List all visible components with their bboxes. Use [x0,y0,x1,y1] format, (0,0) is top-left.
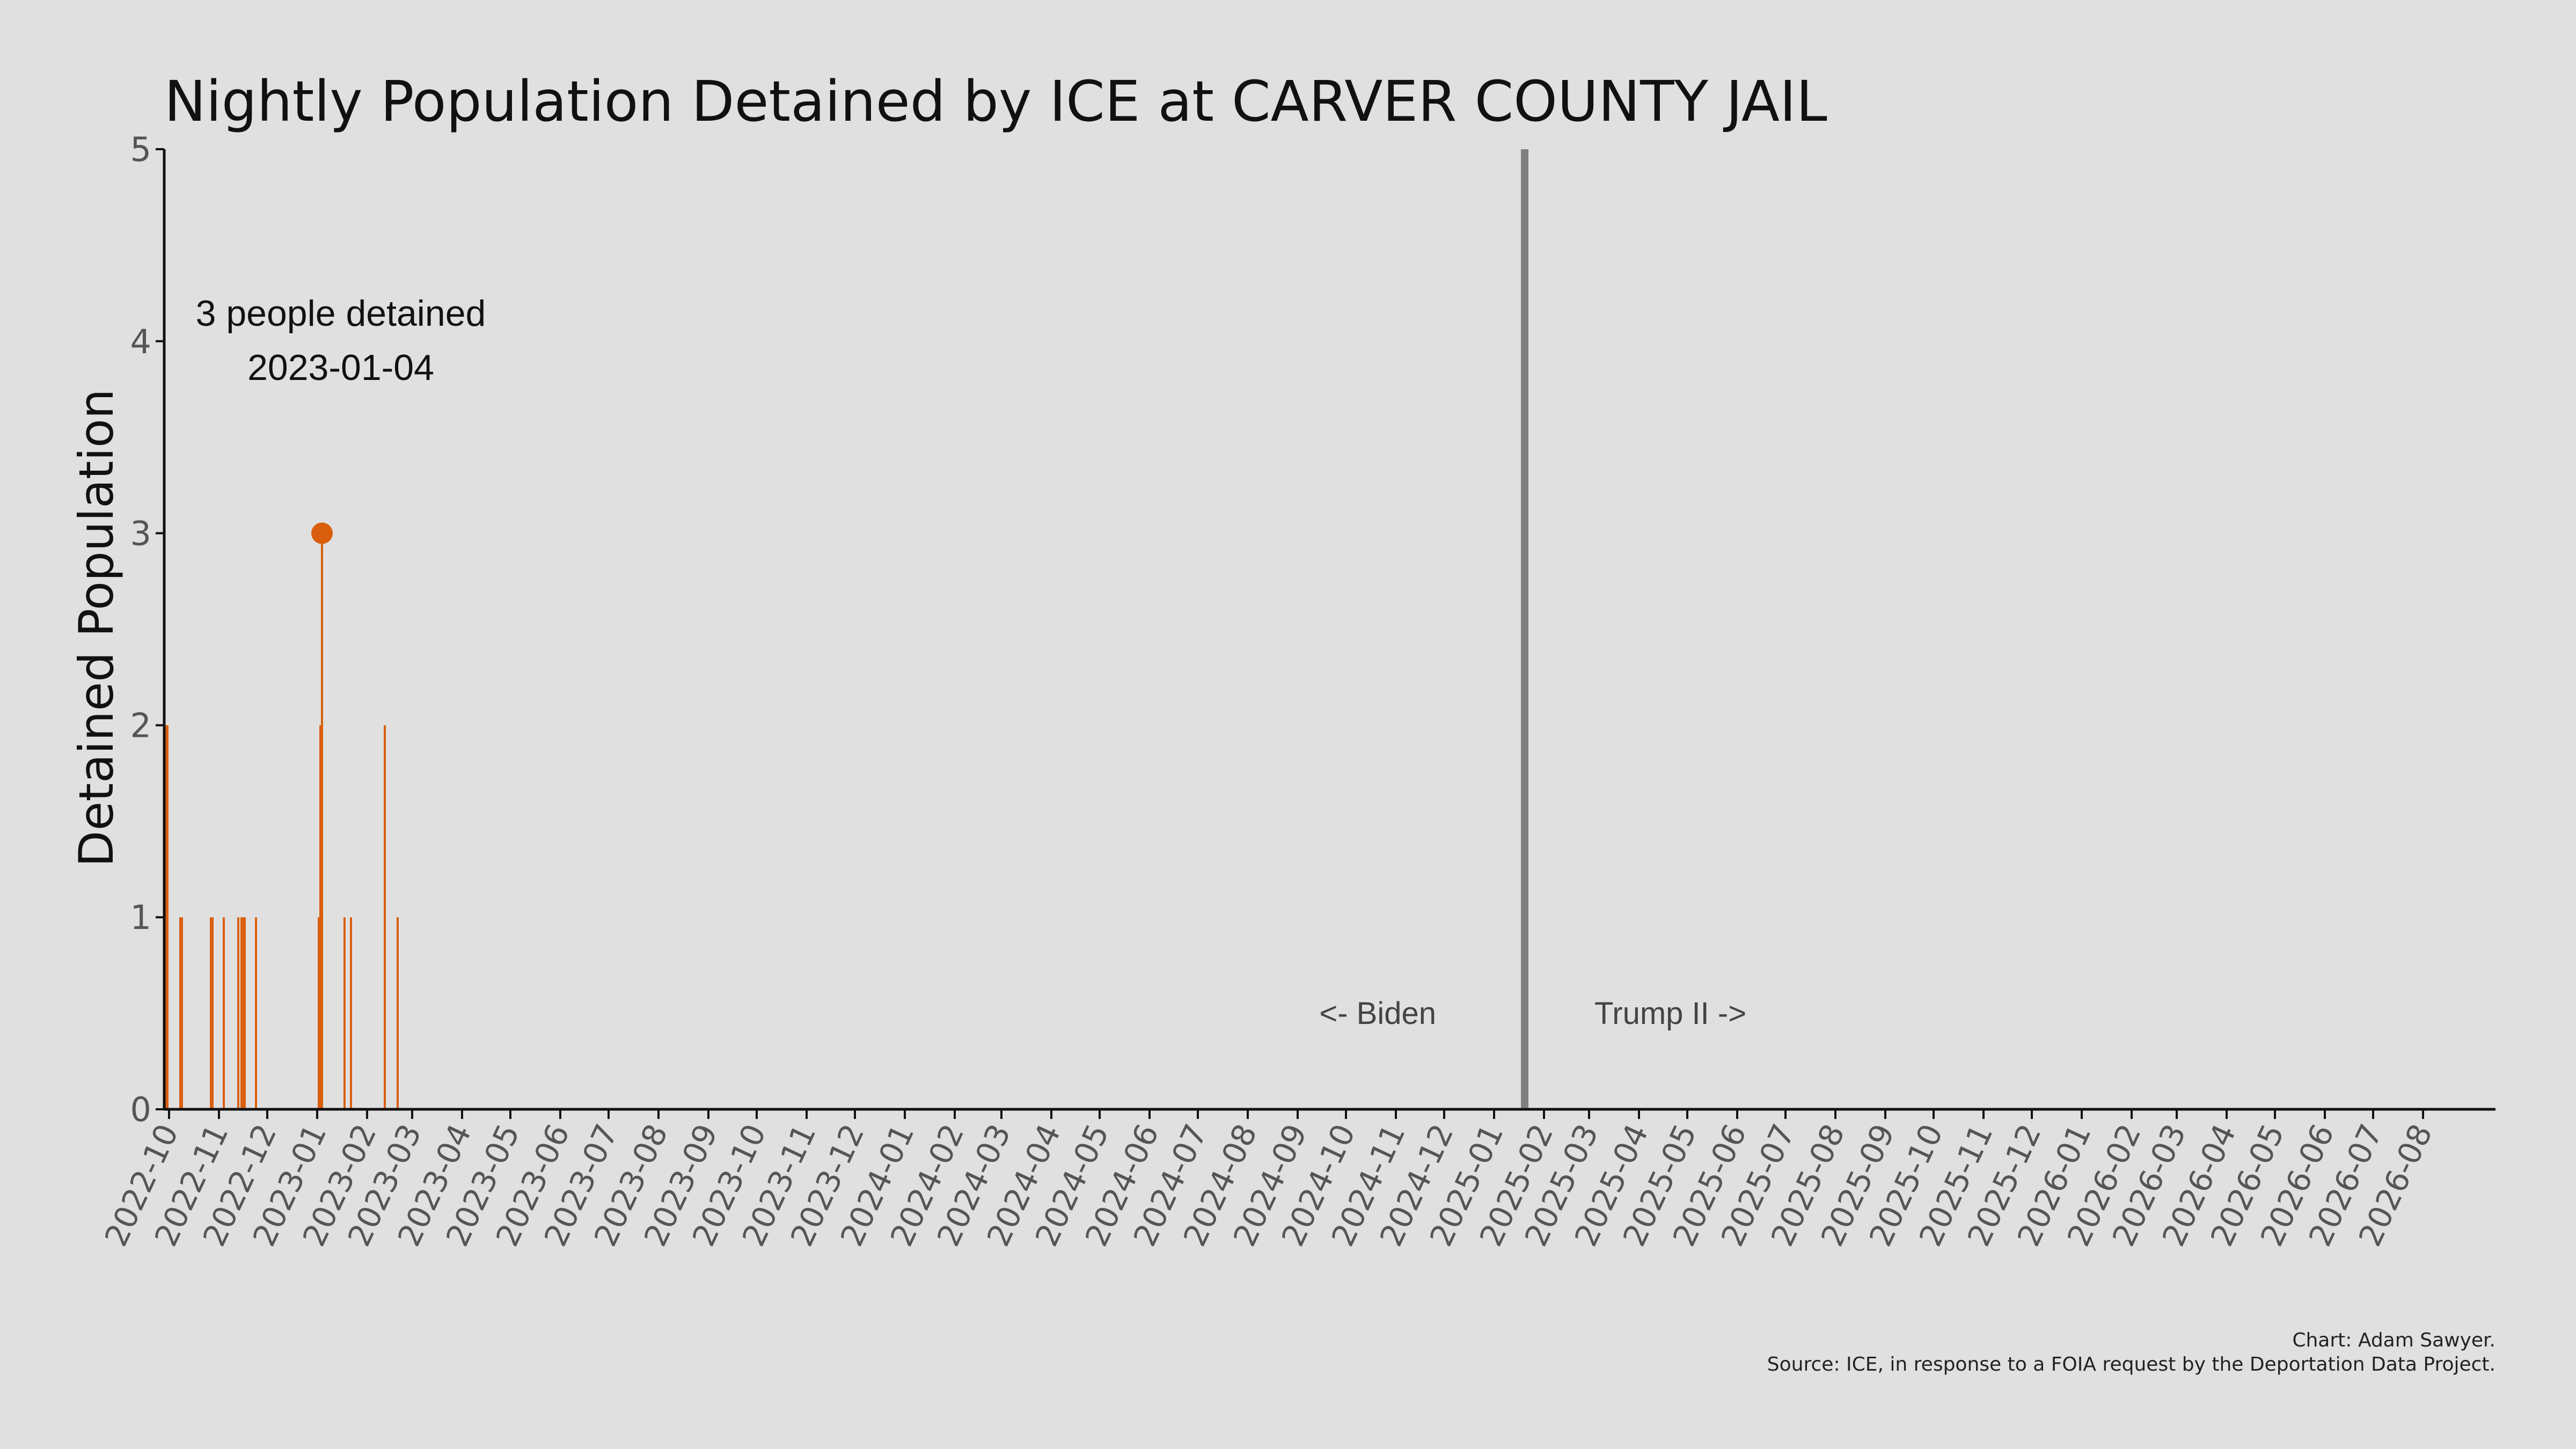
y-tick-label: 2 [130,706,151,745]
era-label-biden: <- Biden [1319,996,1436,1031]
chart-title: Nightly Population Detained by ICE at CA… [164,69,1827,134]
annotation-date: 2023-01-04 [247,347,434,388]
y-tick-label: 1 [130,898,151,937]
credit-author: Chart: Adam Sawyer. [2292,1329,2496,1351]
y-tick-label: 4 [130,322,151,361]
y-tick-label: 5 [130,130,151,169]
highlight-point [311,522,333,544]
y-tick-label: 3 [130,514,151,553]
y-tick-label: 0 [130,1090,151,1129]
credit-source: Source: ICE, in response to a FOIA reque… [1767,1353,2496,1375]
bar-series [165,522,399,1109]
era-label-trump: Trump II -> [1594,996,1746,1031]
x-axis: 2022-102022-112022-122023-012023-022023-… [98,1109,2440,1252]
y-axis-label: Detained Population [69,389,124,867]
annotation-count: 3 people detained [196,293,486,334]
y-axis: 0 1 2 3 4 5 [130,130,164,1129]
